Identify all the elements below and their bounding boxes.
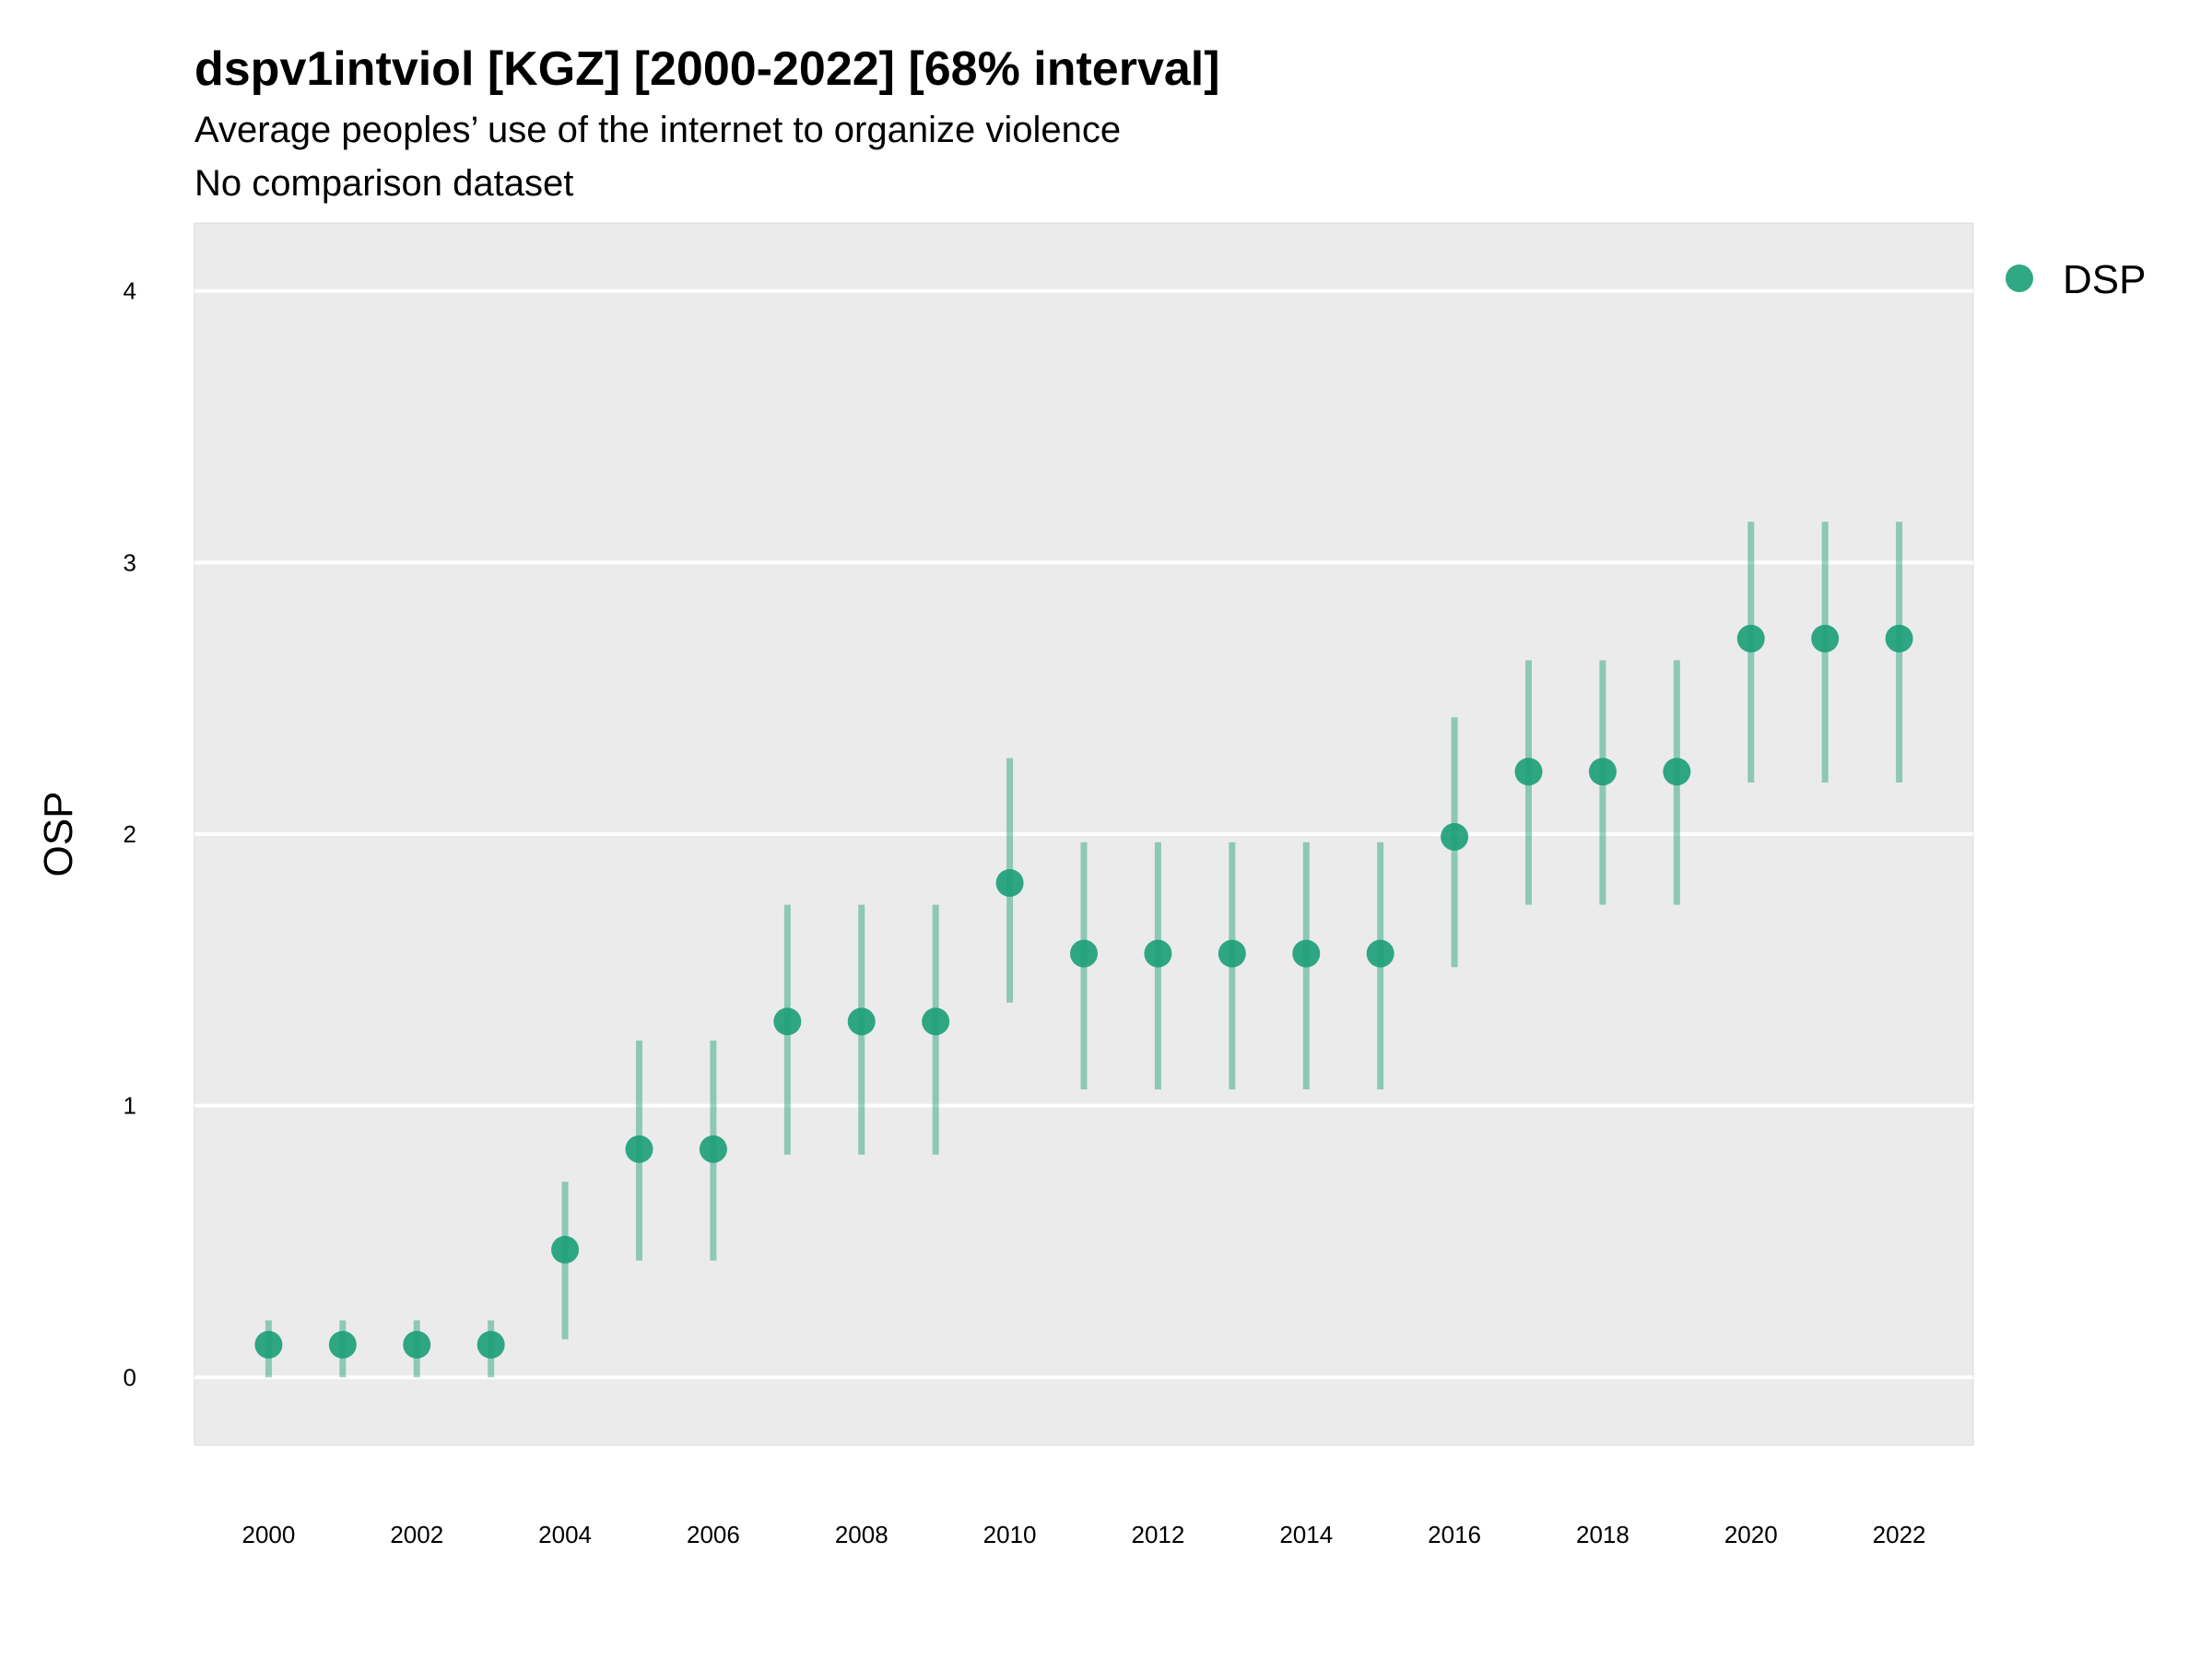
x-tick-label: 2010 — [983, 1521, 1037, 1548]
chart-subtitle-2: No comparison dataset — [194, 163, 573, 204]
data-point — [1292, 939, 1321, 968]
data-point — [1663, 758, 1691, 786]
x-tick-label: 2000 — [241, 1521, 295, 1548]
data-points — [254, 624, 1913, 1359]
legend: DSP — [2006, 257, 2146, 302]
data-point — [1736, 624, 1765, 653]
y-tick-label: 1 — [124, 1092, 136, 1120]
chart-subtitle: Average peoples’ use of the internet to … — [194, 110, 1121, 150]
data-point — [254, 1330, 283, 1359]
x-tick-label: 2004 — [538, 1521, 592, 1548]
data-point — [551, 1235, 580, 1264]
data-point — [1218, 939, 1246, 968]
data-point — [699, 1135, 727, 1163]
data-point — [1588, 758, 1617, 786]
data-point — [477, 1330, 505, 1359]
x-tick-label: 2022 — [1873, 1521, 1926, 1548]
x-tick-label: 2014 — [1279, 1521, 1333, 1548]
x-tick-label: 2020 — [1724, 1521, 1778, 1548]
data-point — [1441, 822, 1469, 851]
data-point — [1366, 939, 1394, 968]
data-point — [403, 1330, 431, 1359]
y-axis-ticks: 0 1 2 3 4 — [124, 277, 136, 1392]
y-tick-label: 0 — [124, 1363, 136, 1391]
data-point — [1885, 624, 1913, 653]
data-point — [995, 869, 1024, 898]
legend-dsp-marker — [2006, 265, 2033, 292]
y-tick-label: 3 — [124, 548, 136, 576]
data-point — [1070, 939, 1098, 968]
x-tick-label: 2016 — [1428, 1521, 1481, 1548]
data-point — [328, 1330, 357, 1359]
x-tick-label: 2008 — [835, 1521, 888, 1548]
data-point — [847, 1007, 876, 1036]
x-tick-label: 2006 — [687, 1521, 740, 1548]
y-tick-label: 2 — [124, 820, 136, 848]
data-point — [1514, 758, 1543, 786]
x-tick-label: 2018 — [1576, 1521, 1630, 1548]
x-axis-ticks: 2000 2002 2004 2006 2008 2010 2012 2014 2016 2018… — [241, 1521, 1925, 1548]
x-tick-label: 2012 — [1131, 1521, 1184, 1548]
data-point — [625, 1135, 653, 1163]
gridlines — [194, 288, 1973, 1380]
data-point — [1811, 624, 1840, 653]
legend-dsp-label: DSP — [2063, 257, 2146, 302]
data-point — [1144, 939, 1172, 968]
data-point — [922, 1007, 950, 1036]
y-tick-label: 4 — [124, 277, 136, 305]
chart-title: dspv1intviol [KGZ] [2000-2022] [68% inte… — [194, 42, 1220, 96]
y-axis-label: OSP — [36, 792, 81, 877]
x-tick-label: 2002 — [390, 1521, 443, 1548]
data-point — [773, 1007, 802, 1036]
